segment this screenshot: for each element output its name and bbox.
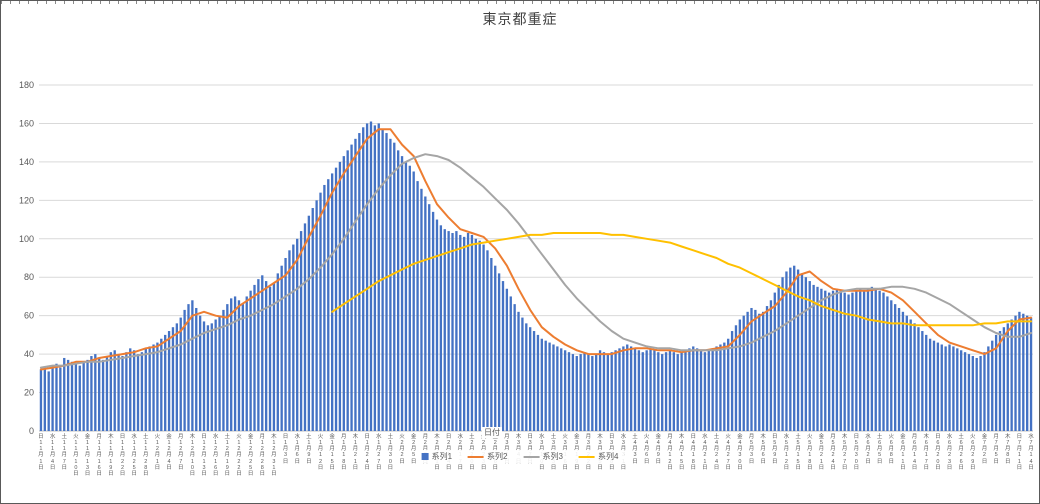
svg-text:100: 100 [19,234,34,244]
y-axis-labels: 0 20 40 60 80 100 120 140 160 180 [19,80,34,436]
svg-text:20: 20 [24,388,34,398]
svg-text:140: 140 [19,157,34,167]
svg-text:160: 160 [19,118,34,128]
legend-label: 系列1 [431,452,453,461]
svg-text:180: 180 [19,80,34,90]
legend-item-series3[interactable]: 系列3 [523,451,563,462]
legend: 系列1 系列2 系列3 系列4 [415,450,625,463]
svg-text:60: 60 [24,311,34,321]
bar-series[interactable] [39,121,1033,432]
svg-text:120: 120 [19,195,34,205]
legend-item-series1[interactable]: 系列1 [421,451,453,462]
x-axis-title: 日付 [482,427,502,438]
legend-item-series4[interactable]: 系列4 [578,451,619,462]
svg-text:40: 40 [24,349,34,359]
line-series-marker-icon [468,455,485,458]
bar-series-marker-icon [421,453,429,460]
line-series-2[interactable] [39,128,1033,371]
line-series-3[interactable] [39,153,1033,369]
legend-item-series2[interactable]: 系列2 [468,451,508,462]
chart-title: 東京都重症 [482,11,558,27]
legend-label: 系列2 [487,452,508,461]
line-series-4[interactable] [331,232,1033,327]
legend-label: 系列4 [597,452,619,461]
svg-text:80: 80 [24,272,34,282]
line-series-marker-icon [578,455,595,458]
line-series-marker-icon [523,455,540,458]
legend-label: 系列3 [542,452,563,461]
svg-text:0: 0 [29,426,34,436]
top-ruler-decoration [1,1,1039,4]
